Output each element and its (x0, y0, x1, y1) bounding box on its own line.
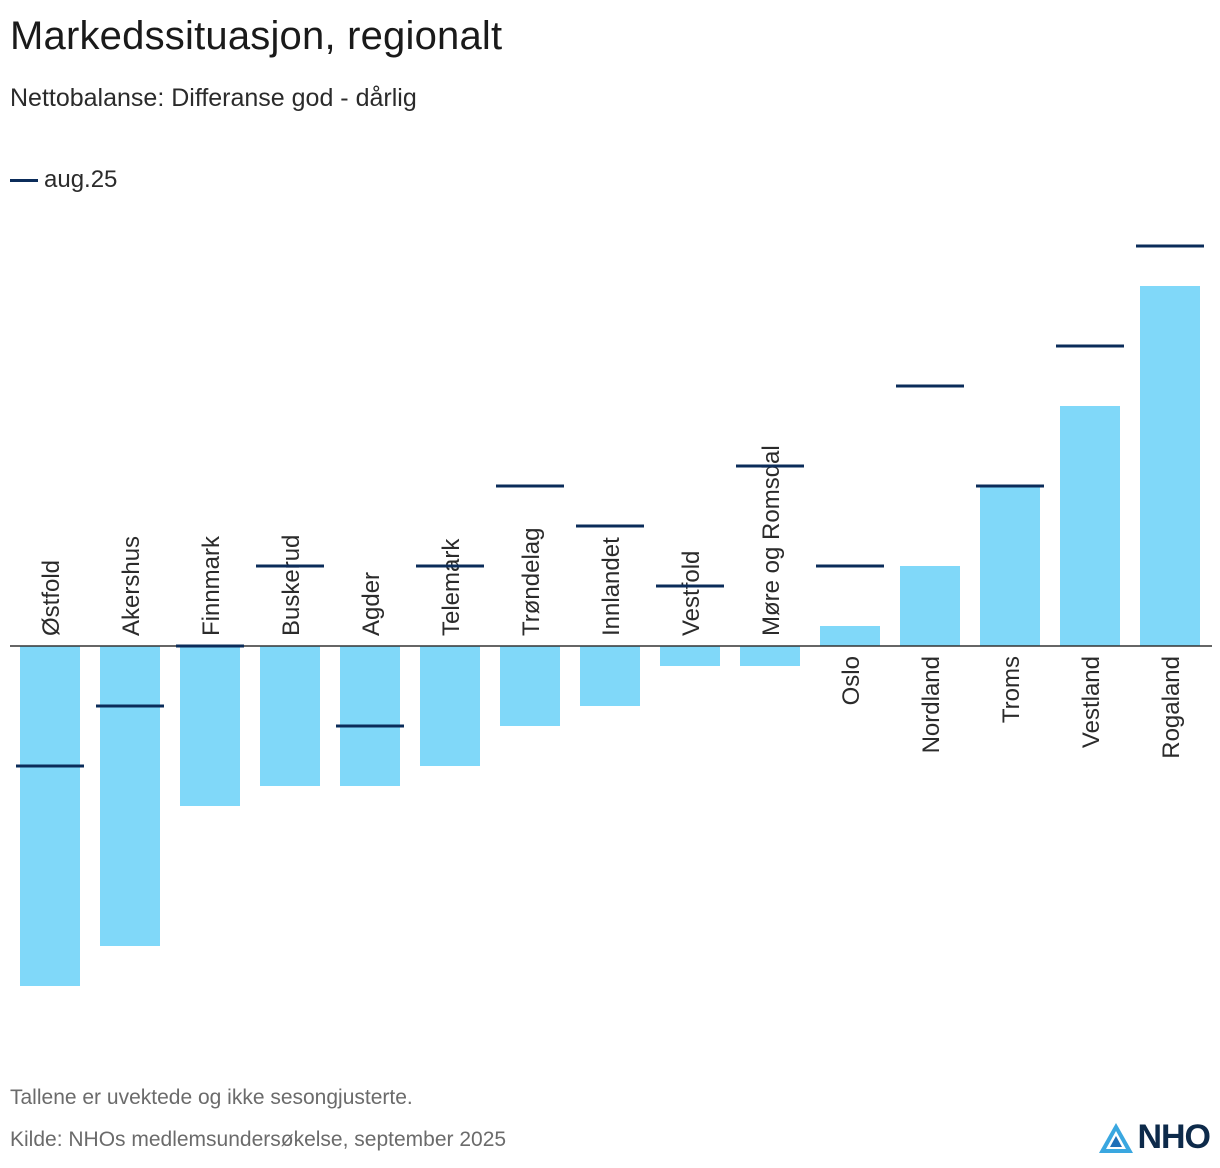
bar (660, 646, 720, 666)
bar (100, 646, 160, 946)
bar (900, 566, 960, 646)
bar (1140, 286, 1200, 646)
chart-subtitle: Nettobalanse: Differanse god - dårlig (10, 84, 417, 112)
bar (580, 646, 640, 706)
legend-marker-swatch (10, 178, 38, 182)
category-label: Finnmark (198, 535, 225, 636)
bar (420, 646, 480, 766)
category-label: Vestfold (678, 551, 705, 636)
category-label: Akershus (118, 536, 145, 636)
nho-logo-text: NHO (1137, 1118, 1211, 1156)
category-label: Møre og Romsdal (758, 445, 785, 636)
source-note: Kilde: NHOs medlemsundersøkelse, septemb… (10, 1128, 507, 1151)
footnote: Tallene er uvektede og ikke sesongjuster… (10, 1086, 413, 1109)
bar (180, 646, 240, 806)
category-label: Buskerud (278, 535, 305, 636)
category-label: Telemark (438, 538, 465, 636)
bar (1060, 406, 1120, 646)
category-label: Troms (998, 656, 1025, 723)
category-label: Østfold (38, 560, 65, 636)
legend: aug.25 (10, 166, 117, 194)
legend-label: aug.25 (44, 166, 118, 193)
nho-logo-icon (1099, 1122, 1134, 1153)
chart-title: Markedssituasjon, regionalt (10, 14, 503, 58)
category-label: Agder (358, 572, 385, 636)
category-label: Rogaland (1158, 656, 1185, 759)
category-label: Nordland (918, 656, 945, 753)
nho-logo: NHO (1098, 1118, 1211, 1157)
bar (500, 646, 560, 726)
category-label: Vestland (1078, 656, 1105, 748)
category-label: Trøndelag (518, 528, 545, 637)
bar (980, 486, 1040, 646)
bar (20, 646, 80, 986)
category-label: Oslo (838, 656, 865, 705)
bar (820, 626, 880, 646)
bar (740, 646, 800, 666)
bar (260, 646, 320, 786)
category-label: Innlandet (598, 537, 625, 636)
bar (340, 646, 400, 786)
